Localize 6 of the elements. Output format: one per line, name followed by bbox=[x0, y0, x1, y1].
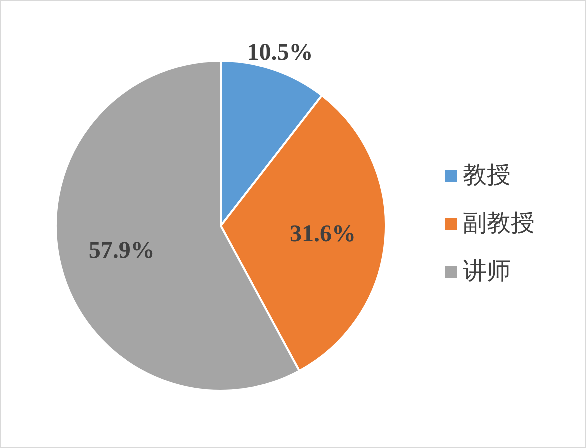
legend-label: 副教授 bbox=[463, 209, 535, 239]
data-label: 10.5% bbox=[247, 40, 314, 66]
data-label: 31.6% bbox=[290, 221, 356, 248]
data-label: 57.9% bbox=[88, 238, 155, 264]
legend-label: 讲师 bbox=[463, 257, 511, 287]
legend-label: 教授 bbox=[463, 161, 511, 191]
